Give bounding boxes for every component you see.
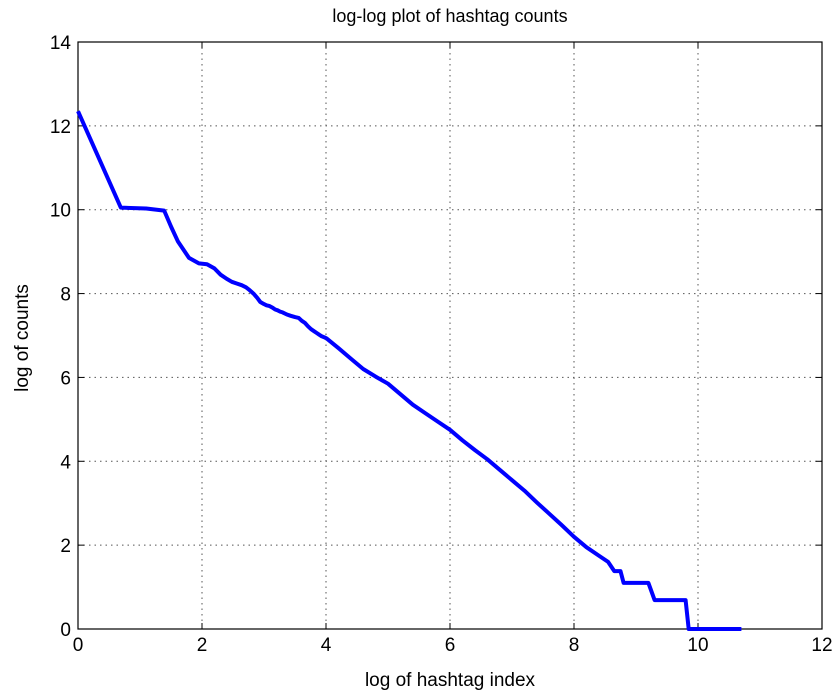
x-tick-label: 10 [687,635,708,656]
chart-title: log-log plot of hashtag counts [332,6,567,26]
y-ticks: 0 2 4 6 8 10 12 14 [50,33,822,641]
y-tick-label: 10 [50,201,71,222]
x-tick-label: 6 [445,635,456,656]
y-tick-label: 6 [60,368,71,389]
x-ticks: 0 2 4 6 8 10 12 [73,42,833,656]
x-tick-label: 2 [197,635,208,656]
y-tick-label: 8 [60,285,71,306]
y-tick-label: 14 [50,33,72,54]
x-tick-label: 8 [569,635,580,656]
x-tick-label: 4 [321,635,332,656]
y-tick-label: 12 [50,117,71,138]
grid-lines [78,42,822,629]
x-tick-label: 0 [73,635,84,656]
x-axis-title: log of hashtag index [365,670,536,691]
y-tick-label: 4 [60,452,71,473]
y-tick-label: 2 [60,536,71,557]
x-tick-label: 12 [811,635,832,656]
series-line [76,110,742,631]
data-series [76,110,742,631]
y-axis-title: log of counts [12,284,33,392]
y-tick-label: 0 [60,620,71,641]
